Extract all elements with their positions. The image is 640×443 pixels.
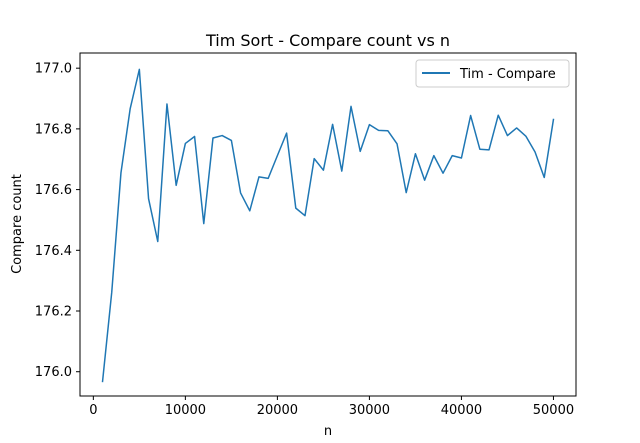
x-tick-label: 50000 bbox=[533, 403, 574, 418]
axes-frame bbox=[79, 52, 577, 397]
y-axis-label: Compare count bbox=[10, 174, 25, 274]
y-tick-label: 176.4 bbox=[35, 244, 72, 259]
legend-label: Tim - Compare bbox=[459, 67, 556, 82]
y-tick-label: 176.2 bbox=[35, 305, 72, 320]
x-tick-label: 20000 bbox=[257, 403, 298, 418]
y-tick-label: 176.8 bbox=[35, 122, 72, 137]
y-tick-label: 176.6 bbox=[35, 183, 72, 198]
legend-box bbox=[415, 59, 570, 88]
y-tick-label: 176.0 bbox=[35, 365, 72, 380]
series-line bbox=[101, 68, 555, 383]
x-tick-label: 40000 bbox=[441, 403, 482, 418]
plot-area bbox=[101, 68, 555, 383]
axis-ticks: 0 10000 20000 30000 40000 50000 176.0 176.2 176.… bbox=[35, 62, 574, 418]
y-tick-label: 177.0 bbox=[35, 62, 72, 77]
x-tick-label: 30000 bbox=[349, 403, 390, 418]
x-tick-label: 0 bbox=[89, 403, 97, 418]
x-axis-label: n bbox=[324, 424, 332, 439]
legend: Tim - Compare bbox=[415, 59, 570, 88]
x-tick-label: 10000 bbox=[165, 403, 206, 418]
chart-title: Tim Sort - Compare count vs n bbox=[205, 31, 450, 50]
